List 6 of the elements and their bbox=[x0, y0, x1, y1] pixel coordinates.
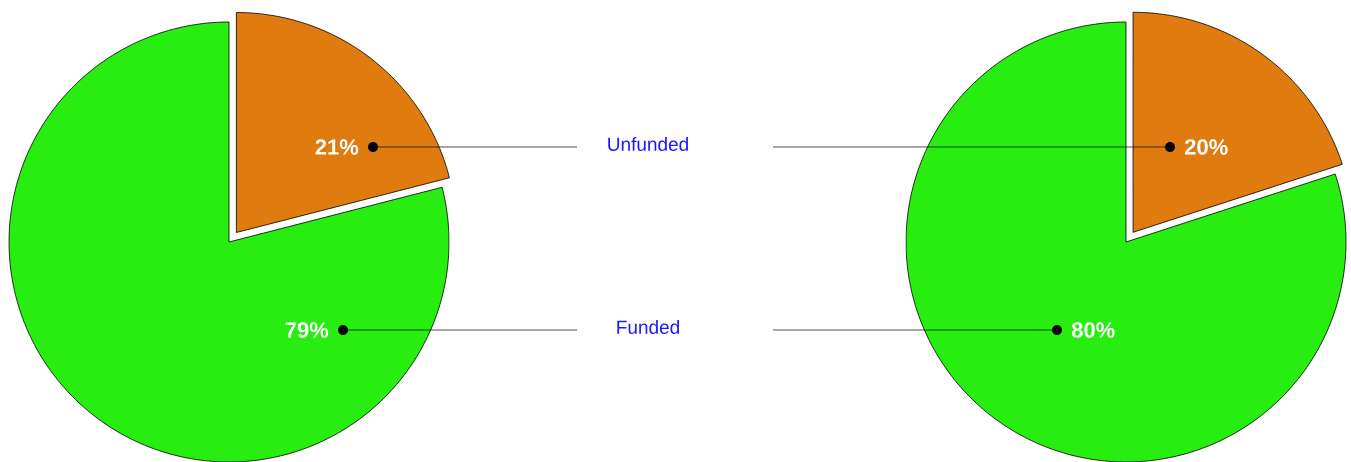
slice-label: Unfunded bbox=[608, 137, 688, 151]
data-label: 80% bbox=[1071, 322, 1115, 338]
data-label: 79% bbox=[285, 322, 329, 338]
data-label: 20% bbox=[1184, 139, 1228, 155]
slice-label: Funded bbox=[617, 320, 679, 334]
data-label: 21% bbox=[315, 139, 359, 155]
